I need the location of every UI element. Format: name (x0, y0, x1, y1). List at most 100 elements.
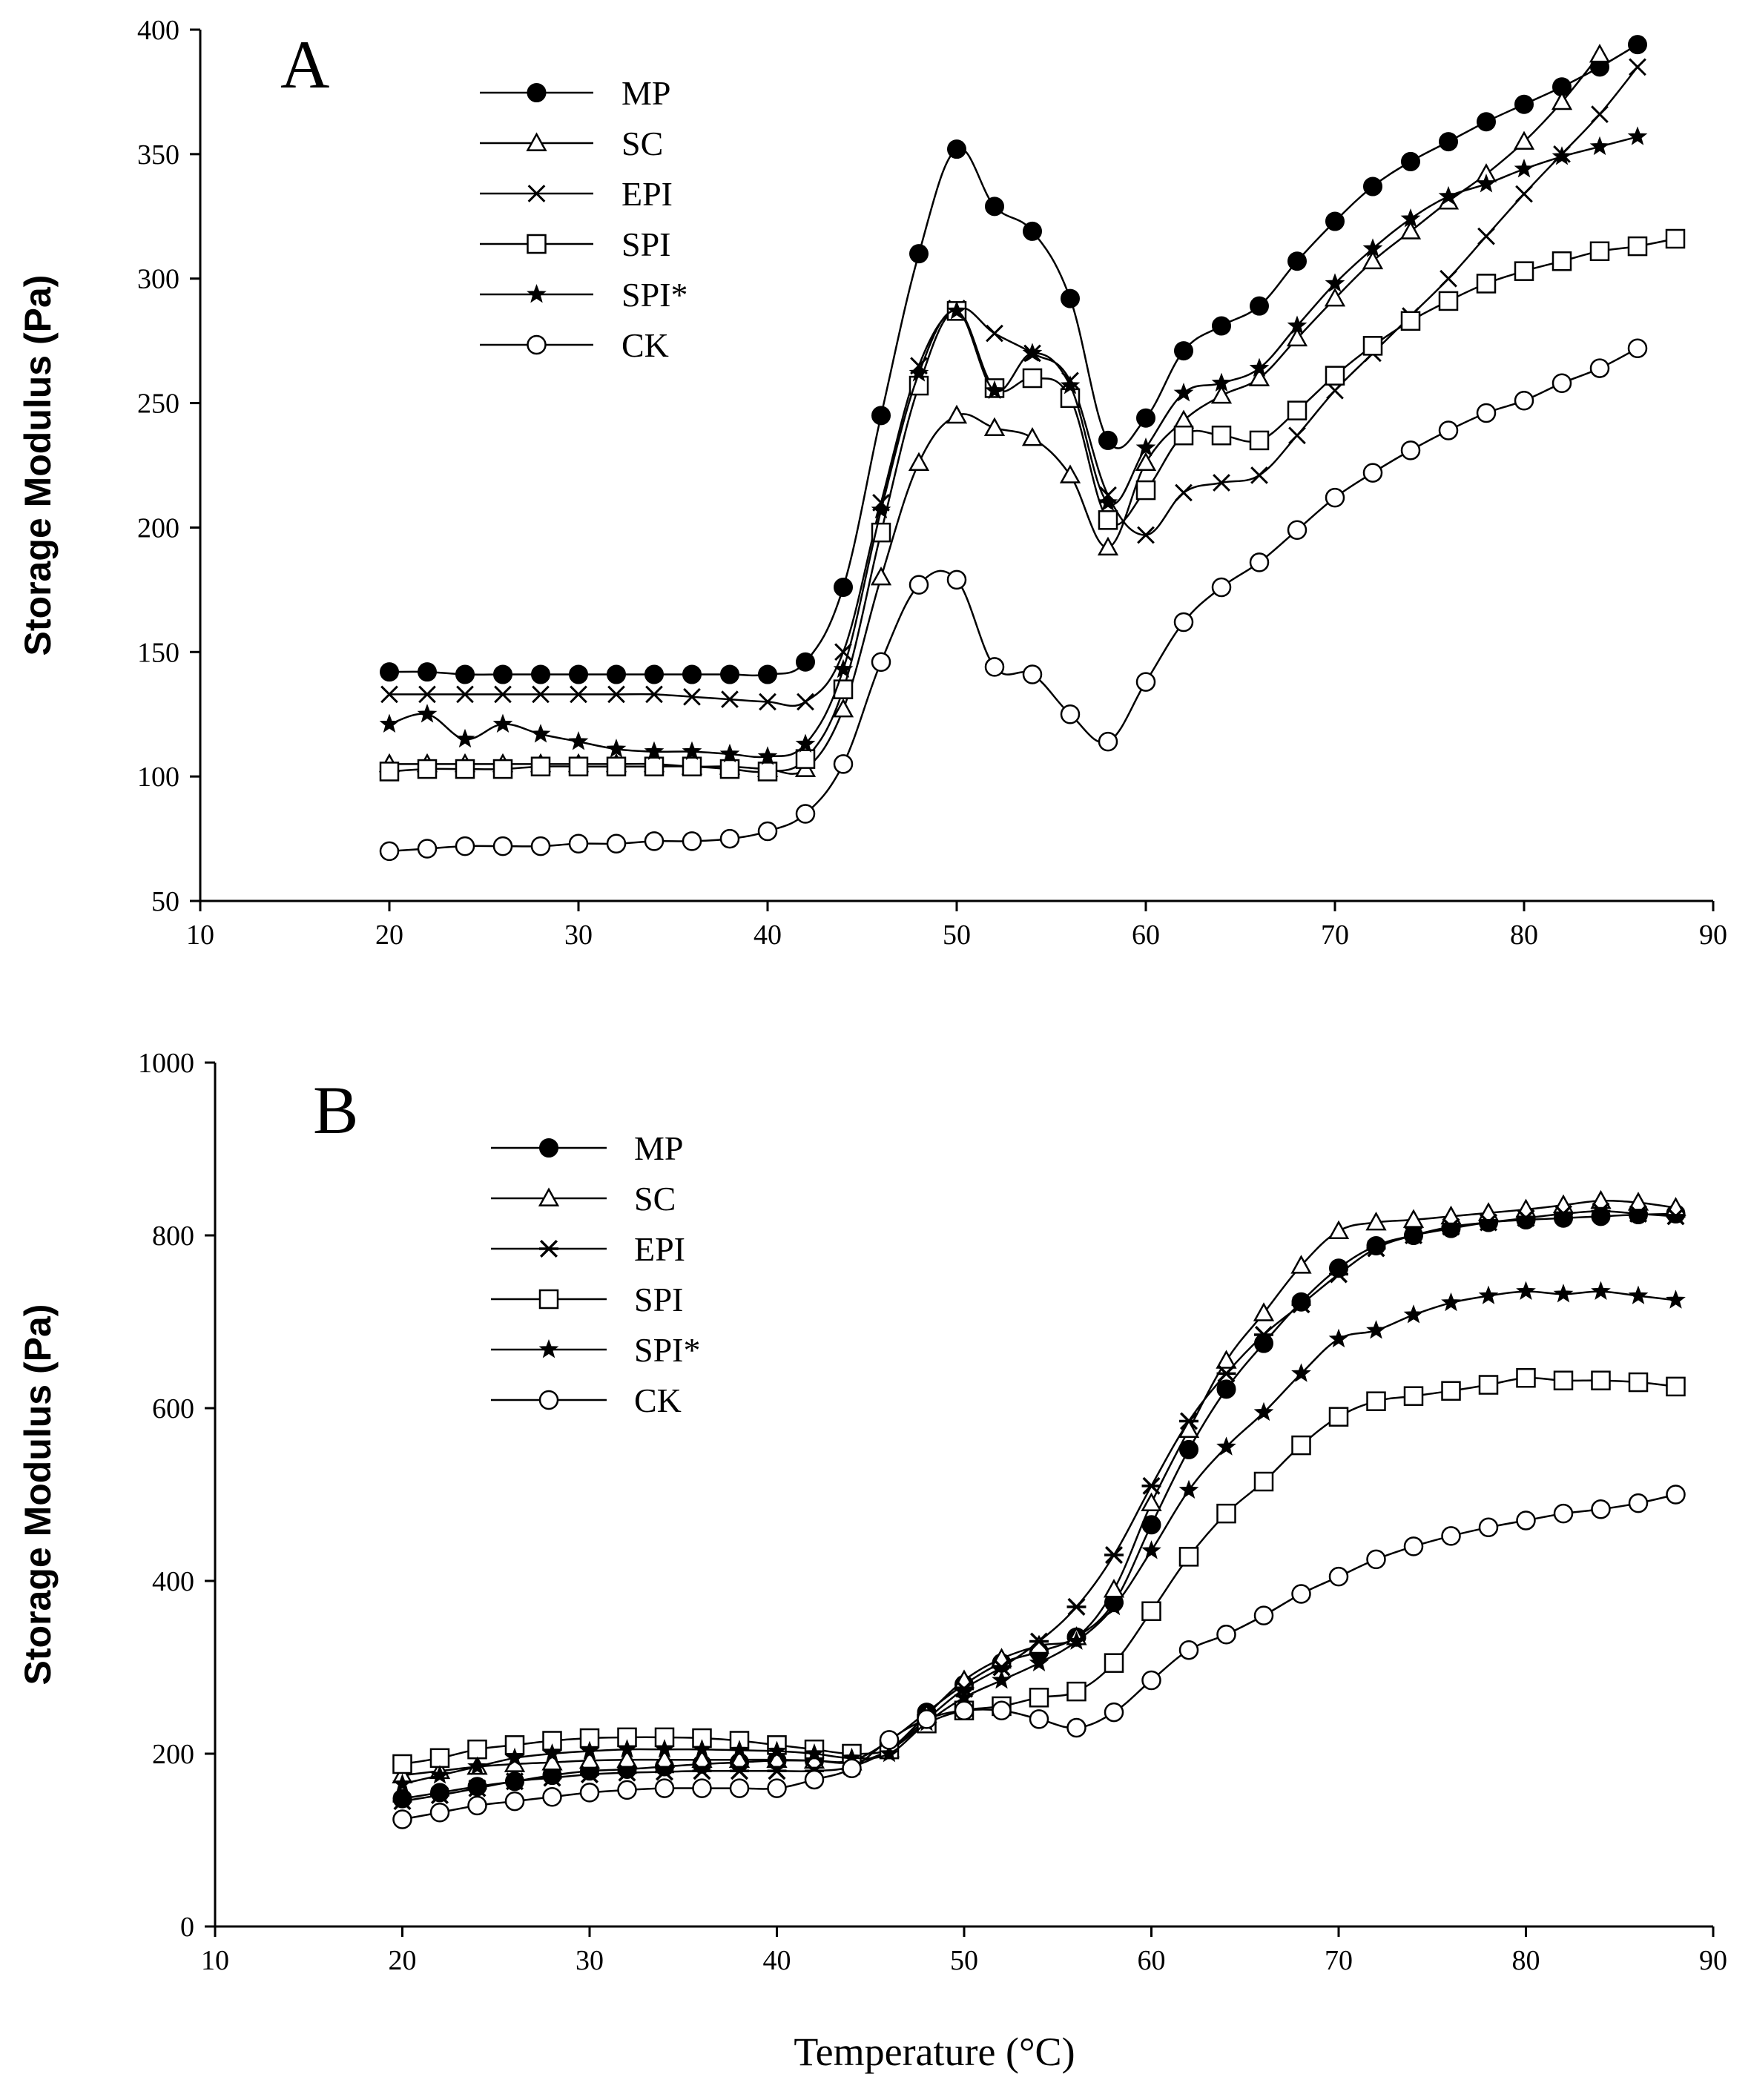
data-point (1628, 1493, 1649, 1513)
data-point (1325, 487, 1345, 508)
data-point (1552, 251, 1572, 271)
data-point (796, 652, 815, 672)
y-tick-label: 0 (180, 1912, 194, 1943)
x-tick-label: 50 (943, 919, 971, 951)
data-point (530, 724, 551, 743)
data-point (879, 1743, 900, 1763)
data-point (757, 762, 778, 782)
x-tick-label: 50 (950, 1945, 978, 1976)
data-point (1104, 1702, 1124, 1723)
data-point (492, 836, 513, 856)
legend-label: SPI (621, 225, 670, 263)
panel-label: B (313, 1072, 358, 1148)
x-tick-label: 70 (1321, 919, 1349, 951)
data-point (392, 1789, 412, 1809)
x-tick-label: 90 (1699, 919, 1727, 951)
data-point (430, 1783, 449, 1803)
data-point (492, 759, 513, 779)
legend-item: EPI (491, 1230, 685, 1268)
data-point (1552, 146, 1572, 165)
data-point (1591, 105, 1609, 124)
series-line (389, 66, 1638, 707)
data-point (1440, 1205, 1462, 1225)
data-point (1253, 1471, 1274, 1492)
data-point (1216, 1624, 1236, 1645)
data-point (1477, 227, 1495, 245)
data-point (1366, 1549, 1386, 1570)
data-point (1178, 1547, 1199, 1567)
legend-label: MP (621, 74, 670, 112)
data-point (1628, 35, 1647, 55)
data-point (1029, 1709, 1049, 1729)
data-point (456, 685, 474, 704)
legend-label: SC (621, 125, 663, 162)
data-point (1253, 1302, 1275, 1321)
data-point (1253, 1605, 1274, 1625)
data-point (1665, 228, 1686, 249)
legend: MP SC EPI SPI SPI* CK (491, 1129, 700, 1419)
x-tick-label: 30 (576, 1945, 604, 1976)
data-point (1629, 58, 1646, 76)
x-tick-label: 60 (1138, 1945, 1166, 1976)
data-point (380, 662, 399, 682)
data-point (1287, 400, 1308, 420)
data-point (682, 741, 702, 760)
data-point (1291, 1363, 1311, 1382)
data-point (1135, 452, 1157, 471)
data-point (730, 1762, 749, 1780)
legend-marker (527, 234, 547, 254)
data-point (834, 643, 852, 661)
data-point (1286, 327, 1308, 347)
data-point (430, 1786, 449, 1804)
data-point (1366, 1320, 1386, 1339)
data-point (644, 741, 665, 760)
data-point (1254, 1325, 1273, 1344)
data-point (380, 685, 398, 704)
data-point (766, 1749, 788, 1769)
data-point (1476, 274, 1497, 294)
data-point (568, 731, 589, 750)
legend-marker (538, 1187, 560, 1206)
data-point (1439, 132, 1458, 152)
series-spi-star (379, 126, 1648, 765)
data-point (1022, 343, 1043, 362)
data-point (1104, 1546, 1124, 1565)
data-point (1628, 1285, 1649, 1304)
data-point (580, 1765, 599, 1783)
data-point (429, 1765, 450, 1784)
data-point (719, 759, 740, 779)
data-point (1328, 1220, 1350, 1240)
legend-item: MP (491, 1129, 683, 1167)
series-spi-star (392, 1281, 1686, 1793)
data-point (644, 664, 664, 684)
x-tick-label: 40 (763, 1945, 791, 1976)
legend-marker (527, 334, 547, 355)
data-point (1141, 1476, 1161, 1495)
data-point (1666, 1207, 1686, 1226)
data-point (870, 566, 892, 586)
data-point (1441, 1292, 1461, 1312)
x-tick-label: 80 (1512, 1945, 1540, 1976)
data-point (795, 733, 816, 753)
data-point (1400, 440, 1421, 460)
data-point (692, 1762, 712, 1780)
data-point (1173, 612, 1194, 633)
data-point (1211, 425, 1232, 446)
data-point (804, 1743, 825, 1763)
data-point (832, 698, 854, 718)
data-point (833, 754, 854, 774)
data-point (392, 1754, 412, 1774)
data-point (1098, 430, 1118, 450)
data-point (1514, 390, 1534, 411)
data-point (720, 664, 739, 684)
data-point (1403, 1304, 1424, 1324)
data-point (531, 664, 550, 684)
data-point (1291, 1435, 1311, 1456)
data-point (494, 685, 512, 704)
data-point (1476, 174, 1497, 193)
data-point (1137, 526, 1155, 544)
data-point (1249, 430, 1270, 451)
data-point (1061, 288, 1080, 308)
data-point (607, 685, 625, 704)
